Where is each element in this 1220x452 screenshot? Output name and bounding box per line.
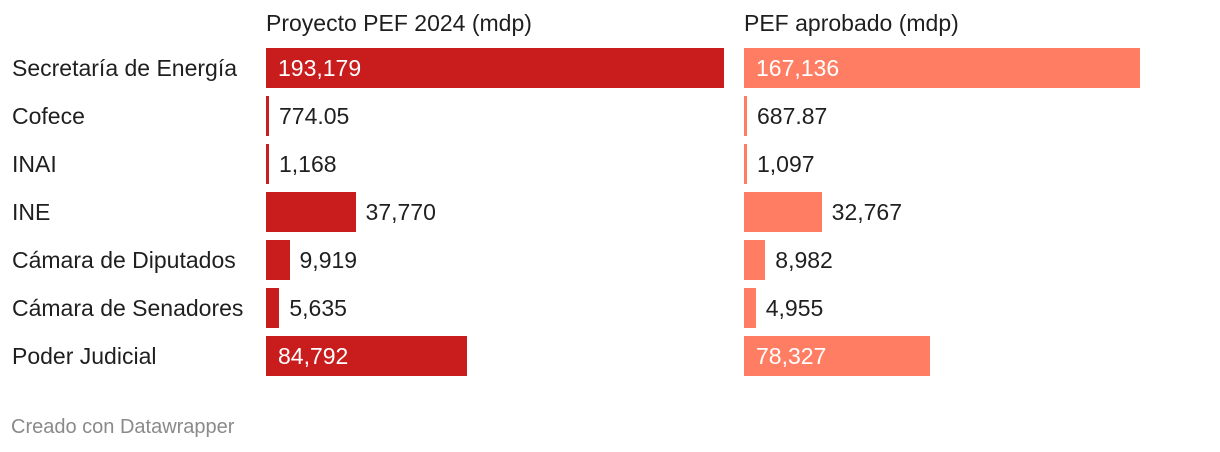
data-label: 5,635 bbox=[289, 295, 347, 321]
bar bbox=[266, 288, 280, 328]
data-label: 774.05 bbox=[279, 103, 350, 129]
bar bbox=[266, 96, 269, 136]
series-title: Proyecto PEF 2024 (mdp) bbox=[266, 10, 532, 36]
bar bbox=[744, 288, 756, 328]
data-label: 9,919 bbox=[299, 247, 358, 273]
data-label: 4,955 bbox=[765, 295, 824, 321]
data-label: 32,767 bbox=[831, 199, 903, 225]
bar bbox=[744, 96, 747, 136]
data-label: 167,136 bbox=[756, 55, 840, 81]
bar bbox=[744, 336, 930, 376]
data-label: 687.87 bbox=[757, 103, 828, 129]
bar bbox=[744, 192, 822, 232]
data-label: 193,179 bbox=[278, 55, 362, 81]
data-label: 1,168 bbox=[279, 151, 337, 177]
bar bbox=[744, 240, 766, 280]
bar bbox=[266, 192, 356, 232]
data-label: 84,792 bbox=[278, 343, 349, 369]
category-label: Poder Judicial bbox=[12, 343, 157, 369]
category-label: INE bbox=[12, 199, 51, 225]
bar bbox=[744, 48, 1141, 88]
category-label: INAI bbox=[12, 151, 57, 177]
bar bbox=[266, 48, 724, 88]
data-label: 37,770 bbox=[365, 199, 436, 225]
datawrapper-credit: Creado con Datawrapper bbox=[11, 416, 235, 438]
category-label: Secretaría de Energía bbox=[12, 55, 238, 81]
bar bbox=[266, 240, 290, 280]
data-label: 78,327 bbox=[756, 343, 827, 369]
bar bbox=[266, 144, 269, 184]
category-label: Cámara de Diputados bbox=[12, 247, 236, 273]
category-label: Cámara de Senadores bbox=[12, 295, 244, 321]
series-title: PEF aprobado (mdp) bbox=[744, 10, 959, 36]
bar bbox=[266, 336, 468, 376]
category-label: Cofece bbox=[12, 103, 85, 129]
data-label: 8,982 bbox=[775, 247, 833, 273]
data-label: 1,097 bbox=[757, 151, 815, 177]
bar bbox=[744, 144, 747, 184]
